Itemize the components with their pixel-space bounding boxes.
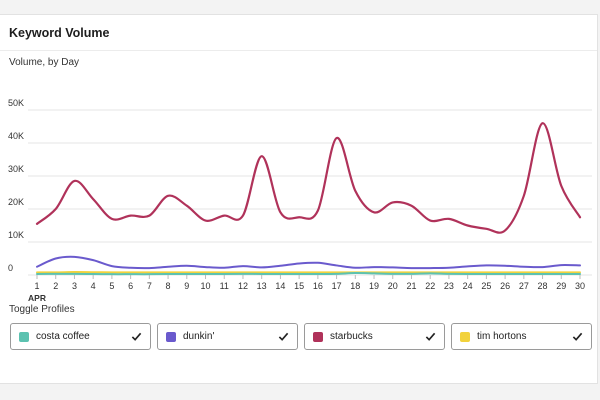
x-tick-label: 21 — [406, 281, 416, 291]
chart-subtitle: Volume, by Day — [9, 57, 80, 68]
toggle-label: costa coffee — [36, 331, 90, 342]
x-tick-label: 8 — [166, 281, 171, 291]
x-tick-label: 1 — [34, 281, 39, 291]
x-tick-label: 24 — [463, 281, 473, 291]
x-tick-label: 28 — [538, 281, 548, 291]
y-tick-label: 50K — [8, 98, 24, 108]
x-tick-label: 9 — [184, 281, 189, 291]
toggle-label: starbucks — [330, 331, 373, 342]
x-tick-label: 6 — [128, 281, 133, 291]
x-tick-label: 4 — [91, 281, 96, 291]
checkmark-icon — [572, 332, 583, 341]
y-tick-label: 10K — [8, 230, 24, 240]
x-tick-label: 11 — [220, 281, 229, 291]
x-tick-label: 16 — [313, 281, 323, 291]
x-tick-label: 12 — [238, 281, 248, 291]
series-line-starbucks — [35, 122, 582, 234]
x-tick-label: 17 — [332, 281, 342, 291]
toggle-profiles: costa coffee dunkin' starbucks tim horto… — [10, 323, 592, 351]
x-tick-label: 20 — [388, 281, 398, 291]
card-header: Keyword Volume — [0, 15, 597, 51]
keyword-volume-card: Keyword Volume — [0, 14, 598, 384]
x-tick-label: 2 — [53, 281, 58, 291]
x-tick-label: 30 — [575, 281, 585, 291]
y-tick-label: 20K — [8, 197, 24, 207]
toggle-dunkin[interactable]: dunkin' — [157, 323, 298, 350]
y-tick-label: 40K — [8, 131, 24, 141]
toggle-starbucks[interactable]: starbucks — [304, 323, 445, 350]
x-tick-label: 22 — [425, 281, 435, 291]
x-tick-label: 5 — [109, 281, 114, 291]
toggle-profiles-title: Toggle Profiles — [9, 304, 75, 315]
x-month-label: APR — [28, 293, 46, 303]
toggle-label: dunkin' — [183, 331, 215, 342]
x-tick-label: 3 — [72, 281, 77, 291]
x-tick-label: 25 — [481, 281, 491, 291]
x-tick-label: 14 — [275, 281, 285, 291]
x-tick-label: 15 — [294, 281, 304, 291]
checkmark-icon — [131, 332, 142, 341]
card-title: Keyword Volume — [9, 25, 110, 40]
swatch-costa-coffee — [19, 331, 29, 342]
x-tick-label: 26 — [500, 281, 510, 291]
x-tick-label: 13 — [257, 281, 267, 291]
x-tick-label: 27 — [519, 281, 529, 291]
swatch-starbucks — [313, 331, 323, 342]
series-line-dunkin — [36, 255, 581, 270]
swatch-dunkin — [166, 331, 176, 342]
toggle-tim-hortons[interactable]: tim hortons — [451, 323, 592, 350]
checkmark-icon — [278, 332, 289, 341]
toggle-costa-coffee[interactable]: costa coffee — [10, 323, 151, 350]
x-tick-label: 29 — [556, 281, 566, 291]
checkmark-icon — [425, 332, 436, 341]
x-tick-label: 23 — [444, 281, 454, 291]
swatch-tim-hortons — [460, 331, 470, 342]
x-tick-label: 10 — [201, 281, 211, 291]
x-tick-label: 18 — [350, 281, 360, 291]
y-tick-label: 30K — [8, 164, 24, 174]
series-line-costa-coffee — [36, 272, 581, 276]
x-tick-label: 7 — [147, 281, 152, 291]
toggle-label: tim hortons — [477, 331, 527, 342]
x-tick-label: 19 — [369, 281, 379, 291]
y-tick-label: 0 — [8, 263, 13, 273]
